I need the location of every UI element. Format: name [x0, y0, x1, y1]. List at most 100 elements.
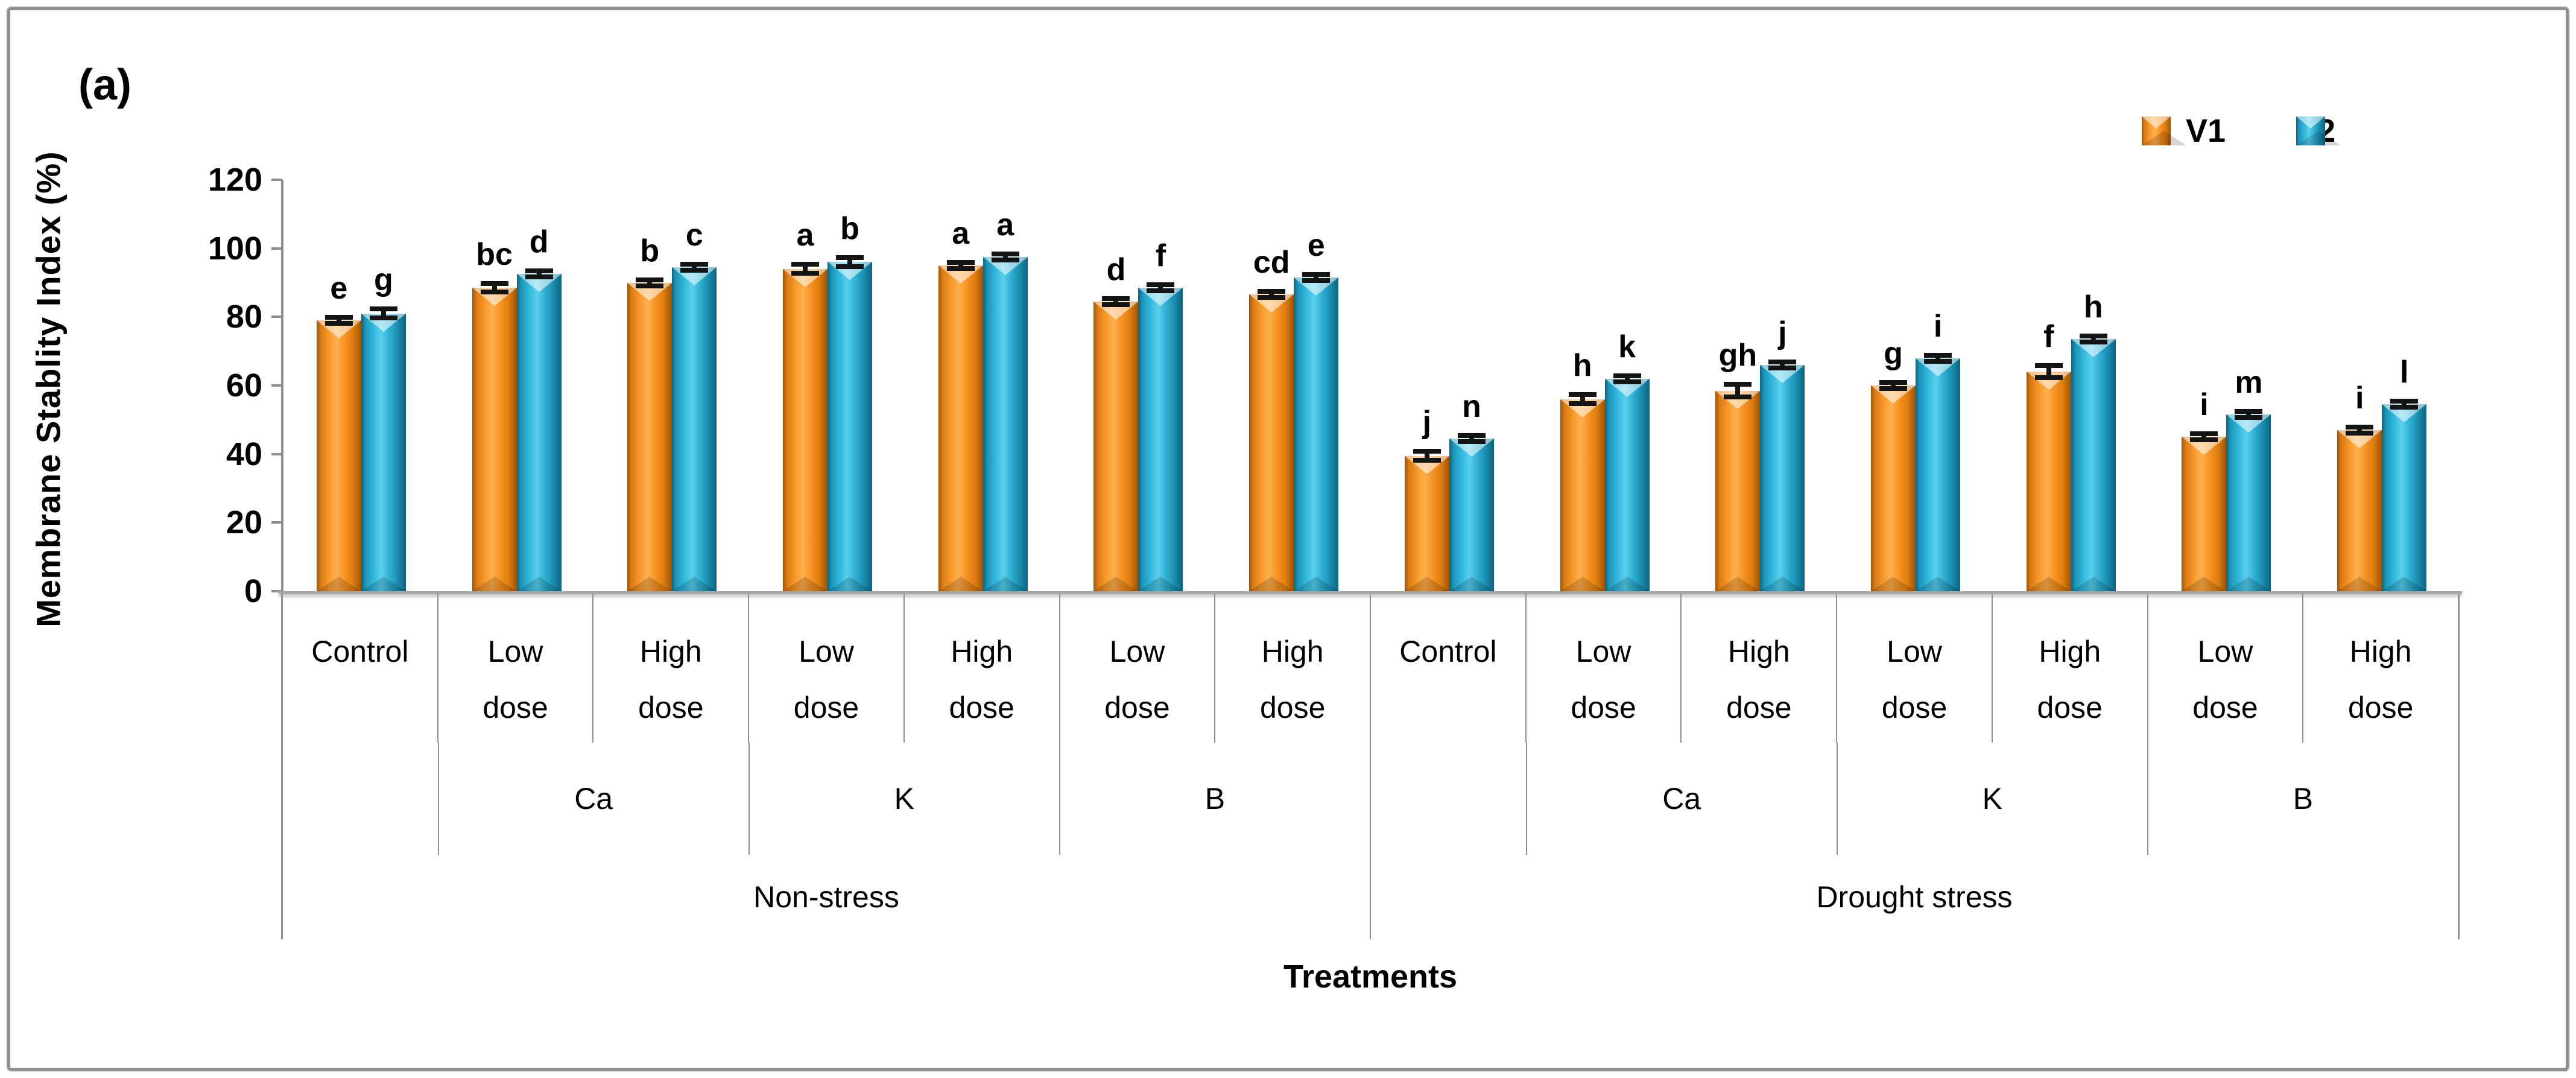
bar-cells: e g bc d b c a b a a d f cd e j n h k gh j g i f h i m i l — [283, 180, 2460, 592]
error-bar-v2-cat13 — [2235, 409, 2263, 420]
y-tick-label-120: 120 — [207, 162, 262, 198]
significance-letter-v2-cat8: n — [1462, 389, 1481, 425]
stress-section-non-stress: Non-stress — [283, 855, 1371, 939]
y-tick-label-60: 60 — [226, 367, 262, 404]
bar-v1-cat2 — [472, 288, 517, 591]
bar-v2-cat1 — [361, 313, 406, 592]
y-tick-mark-120 — [271, 179, 282, 181]
category-label-7: High dose — [1215, 594, 1372, 743]
bar-v1-cat5 — [938, 265, 983, 591]
error-bar-v1-cat8 — [1413, 449, 1441, 463]
category-label-3: High dose — [593, 594, 750, 743]
category-label-line: High — [1727, 635, 1790, 668]
category-label-line: dose — [1726, 690, 1792, 724]
y-tick-mark-0 — [271, 590, 282, 592]
error-bar-v1-cat7 — [1258, 289, 1286, 300]
y-tick-label-100: 100 — [207, 230, 262, 267]
category-label-line: High — [1261, 635, 1324, 668]
nutrient-group-label-k-6: K — [1838, 743, 2148, 855]
error-bar-v2-cat4 — [836, 255, 864, 269]
significance-letter-v1-cat7: cd — [1253, 245, 1290, 281]
significance-letter-v2-cat6: f — [1155, 238, 1166, 274]
y-tick-label-80: 80 — [226, 299, 262, 335]
significance-letter-v2-cat10: j — [1778, 315, 1787, 350]
category-label-line: Control — [1399, 635, 1497, 668]
significance-letter-v2-cat9: k — [1618, 329, 1636, 364]
error-bar-v1-cat3 — [636, 277, 664, 288]
error-bar-v2-cat5 — [991, 251, 1019, 262]
nutrient-group-label-k-2: K — [750, 743, 1060, 855]
category-label-1: Control — [283, 594, 438, 743]
category-label-line: dose — [1881, 690, 1948, 724]
bar-v1-cat3 — [627, 282, 672, 591]
significance-letter-v1-cat10: gh — [1718, 338, 1758, 373]
error-bar-v1-cat12 — [2034, 363, 2063, 381]
category-label-line: Low — [2197, 635, 2253, 668]
category-label-line: Low — [1887, 635, 1942, 668]
error-bar-v1-cat5 — [946, 260, 975, 271]
bar-v1-cat14 — [2337, 430, 2382, 592]
nutrient-group-label-b-7: B — [2293, 782, 2314, 816]
significance-letter-v1-cat4: a — [796, 218, 814, 253]
bar-v2-cat10 — [1760, 364, 1805, 592]
bar-v1-cat11 — [1871, 385, 1916, 591]
bar-v2-cat6 — [1138, 288, 1183, 591]
bar-v1-cat1 — [316, 320, 361, 591]
category-label-line: High — [2039, 635, 2101, 668]
significance-letter-v2-cat14: l — [2399, 355, 2409, 390]
bar-v2-cat4 — [828, 262, 873, 591]
legend-swatch-v2-icon — [2296, 116, 2341, 145]
category-label-line: dose — [1104, 690, 1170, 724]
significance-letter-v1-cat11: g — [1884, 336, 1903, 371]
significance-letter-v1-cat13: i — [2200, 387, 2209, 423]
category-slot-7: cd e — [1216, 180, 1372, 592]
error-bar-v1-cat2 — [480, 281, 508, 295]
x-axis-title: Treatments — [1283, 959, 1458, 995]
bar-v1-cat6 — [1093, 301, 1139, 592]
category-label-4: Low dose — [749, 594, 905, 743]
category-label-6: Low dose — [1060, 594, 1216, 743]
bar-v2-cat2 — [516, 274, 562, 591]
category-label-14: High dose — [2303, 594, 2458, 743]
category-label-11: Low dose — [1837, 594, 1993, 743]
bar-v2-cat9 — [1604, 378, 1650, 592]
category-label-line: Low — [1109, 635, 1165, 668]
nutrient-group-row: Ca K B Ca K B — [281, 743, 2460, 855]
plot-area: e g bc d b c a b a a d f cd e j n h k gh j g i f h i m i l — [281, 180, 2460, 592]
error-bar-v2-cat1 — [369, 306, 397, 321]
significance-letter-v1-cat1: e — [330, 271, 348, 306]
significance-letter-v2-cat4: b — [840, 211, 859, 247]
category-label-line: High — [639, 635, 702, 668]
category-label-line: Control — [311, 635, 409, 668]
nutrient-group-label-ca-5: Ca — [1527, 743, 1838, 855]
error-bar-v2-cat3 — [680, 261, 709, 273]
nutrient-group-label-b-3: B — [1060, 743, 1371, 855]
category-label-line: Low — [487, 635, 543, 668]
y-tick-mark-80 — [271, 315, 282, 319]
significance-letter-v2-cat7: e — [1307, 227, 1325, 263]
error-bar-v1-cat6 — [1102, 296, 1130, 307]
category-label-line: dose — [793, 690, 859, 724]
stress-section-drought: Drought stress — [1816, 880, 2013, 914]
category-label-line: dose — [1259, 690, 1326, 724]
error-bar-v1-cat4 — [791, 262, 820, 276]
legend: V1 V2 — [2142, 112, 2341, 150]
bar-v2-cat5 — [983, 256, 1028, 592]
y-tick-label-0: 0 — [244, 573, 262, 609]
error-bar-v2-cat14 — [2390, 399, 2419, 410]
bar-v1-cat7 — [1249, 294, 1294, 591]
significance-letter-v2-cat1: g — [373, 262, 393, 298]
error-bar-v1-cat9 — [1568, 392, 1597, 407]
bar-v1-cat9 — [1560, 399, 1605, 592]
bar-v1-cat12 — [2026, 372, 2071, 591]
y-axis-title: Membrane Stablity Index (%) — [29, 151, 68, 627]
bar-v2-cat13 — [2226, 414, 2271, 591]
category-slot-2: bc d — [439, 180, 595, 591]
y-tick-label-20: 20 — [226, 504, 262, 541]
category-label-2: Low dose — [438, 594, 594, 743]
significance-letter-v2-cat13: m — [2235, 365, 2263, 401]
